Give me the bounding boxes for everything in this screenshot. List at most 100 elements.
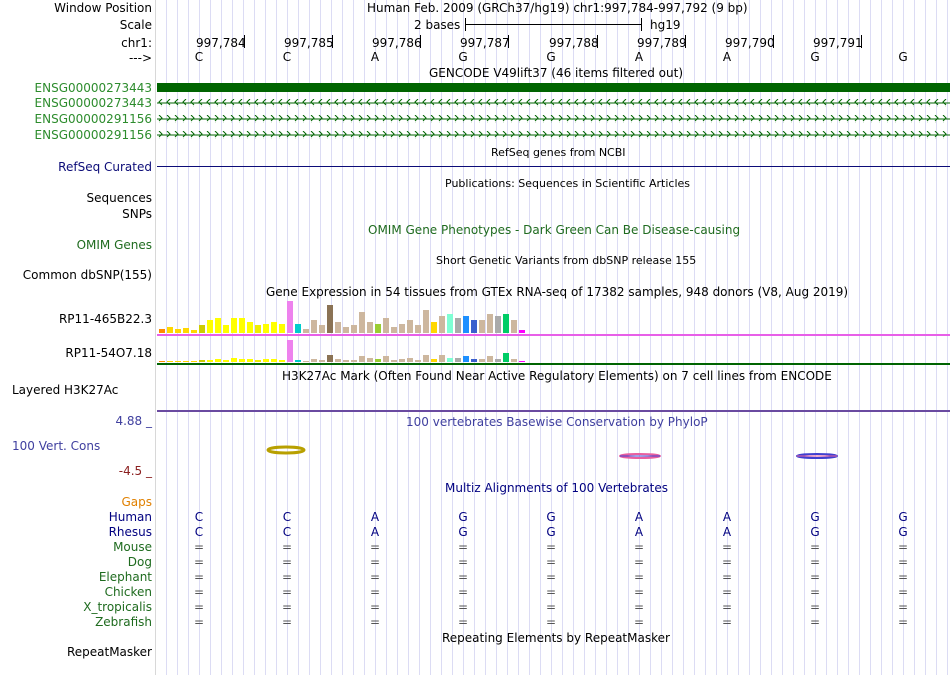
gtex-tissue-bar[interactable] [215,318,221,333]
gencode-item-label-4[interactable]: ENSG00000291156 [34,128,152,142]
gtex-tissue-bar[interactable] [487,356,493,362]
gtex-tissue-bar[interactable] [279,360,285,362]
gtex-tissue-bar[interactable] [311,359,317,362]
gtex-tissue-bar[interactable] [215,359,221,362]
gtex-tissue-bar[interactable] [359,312,365,333]
refseq-label[interactable]: RefSeq Curated [58,160,152,174]
gtex-tissue-bar[interactable] [199,325,205,333]
gtex-tissue-bar[interactable] [159,361,165,362]
gtex-tissue-bar[interactable] [423,355,429,362]
gtex-tissue-bar[interactable] [239,318,245,333]
gtex-tissue-bar[interactable] [503,353,509,362]
gtex-tissue-bar[interactable] [399,324,405,333]
gtex-tissue-bar[interactable] [303,329,309,333]
gencode-item-label-2[interactable]: ENSG00000273443 [34,96,152,110]
gtex-tissue-bar[interactable] [407,320,413,333]
gtex-tissue-bar[interactable] [367,358,373,362]
gtex-tissue-bar[interactable] [207,360,213,362]
species-label[interactable]: X_tropicalis [83,600,152,614]
species-label[interactable]: Rhesus [108,525,152,539]
gtex-gene-label-2[interactable]: RP11-54O7.18 [65,346,152,360]
gtex-tissue-bar[interactable] [239,359,245,362]
gtex-tissue-bar[interactable] [183,361,189,362]
gtex-tissue-bar[interactable] [407,358,413,362]
gtex-tissue-bar[interactable] [231,318,237,333]
gtex-tissue-bar[interactable] [263,324,269,333]
species-label[interactable]: Zebrafish [95,615,152,629]
gtex-tissue-bar[interactable] [447,358,453,362]
gtex-tissue-bar[interactable] [191,330,197,333]
gtex-tissue-bar[interactable] [487,314,493,333]
gtex-tissue-bar[interactable] [511,359,517,362]
h3k27ac-baseline[interactable] [157,410,950,412]
gtex-tissue-bar[interactable] [391,360,397,362]
gtex-tissue-bar[interactable] [479,320,485,333]
gtex-tissue-bar[interactable] [431,359,437,362]
gtex-tissue-bar[interactable] [327,355,333,362]
gtex-tissue-bar[interactable] [319,325,325,333]
gtex-tissue-bar[interactable] [343,360,349,362]
gtex-tissue-bar[interactable] [423,310,429,333]
gtex-tissue-bar[interactable] [391,327,397,333]
gaps-label[interactable]: Gaps [121,495,152,509]
gtex-tissue-bar[interactable] [255,360,261,362]
gtex-tissue-bar[interactable] [335,359,341,362]
gtex-tissue-bar[interactable] [159,329,165,333]
gtex-tissue-bar[interactable] [471,359,477,362]
repeatmasker-label[interactable]: RepeatMasker [66,645,152,659]
sequences-label[interactable]: Sequences [86,191,152,205]
gtex-tissue-bar[interactable] [439,355,445,362]
window-position-label[interactable]: Window Position [54,1,152,15]
gtex-tissue-bar[interactable] [463,316,469,333]
gtex-tissue-bar[interactable] [279,324,285,333]
gtex-tissue-bar[interactable] [295,324,301,333]
gtex-tissue-bar[interactable] [319,360,325,362]
gtex-tissue-bar[interactable] [351,325,357,333]
gtex-tissue-bar[interactable] [303,361,309,362]
gtex-tissue-bar[interactable] [463,356,469,362]
gtex-tissue-bar[interactable] [287,340,293,362]
gtex-tissue-bar[interactable] [439,316,445,333]
gtex-tissue-bar[interactable] [431,322,437,333]
gtex-tissue-bar[interactable] [495,359,501,362]
layered-h3k27ac-label[interactable]: Layered H3K27Ac [12,383,119,397]
gtex-tissue-bar[interactable] [519,361,525,362]
gtex-tissue-bar[interactable] [447,314,453,333]
gtex-tissue-bar[interactable] [167,327,173,333]
species-label[interactable]: Chicken [104,585,152,599]
gtex-tissue-bar[interactable] [415,325,421,333]
vert-cons-label[interactable]: 100 Vert. Cons [12,439,101,453]
gtex-tissue-bar[interactable] [455,318,461,333]
omim-genes-label[interactable]: OMIM Genes [76,238,152,252]
gtex-tissue-bar[interactable] [399,359,405,362]
strand-label[interactable]: ---> [128,51,152,65]
gtex-gene-label-1[interactable]: RP11-465B22.3 [58,312,152,326]
species-label[interactable]: Mouse [113,540,152,554]
gtex-tissue-bar[interactable] [311,320,317,333]
gtex-tissue-bar[interactable] [255,325,261,333]
gtex-tissue-bar[interactable] [359,356,365,362]
gtex-tissue-bar[interactable] [167,361,173,362]
gtex-gene-1-line[interactable] [157,334,950,336]
gtex-tissue-bar[interactable] [383,356,389,362]
gtex-tissue-bar[interactable] [271,359,277,362]
gtex-tissue-bar[interactable] [327,305,333,333]
gtex-tissue-bar[interactable] [455,358,461,362]
gtex-tissue-bar[interactable] [471,320,477,333]
gtex-tissue-bar[interactable] [479,359,485,362]
gtex-tissue-bar[interactable] [503,314,509,333]
gencode-exon-block[interactable] [157,83,950,92]
gtex-tissue-bar[interactable] [287,301,293,333]
gtex-tissue-bar[interactable] [263,359,269,362]
snps-label[interactable]: SNPs [122,207,152,221]
gtex-tissue-bar[interactable] [367,322,373,333]
gtex-tissue-bar[interactable] [247,359,253,362]
gtex-tissue-bar[interactable] [207,320,213,333]
species-label[interactable]: Dog [127,555,152,569]
gtex-tissue-bar[interactable] [335,322,341,333]
gtex-tissue-bar[interactable] [231,358,237,362]
gtex-tissue-bar[interactable] [495,316,501,333]
gtex-tissue-bar[interactable] [223,360,229,362]
gtex-tissue-bar[interactable] [343,327,349,333]
